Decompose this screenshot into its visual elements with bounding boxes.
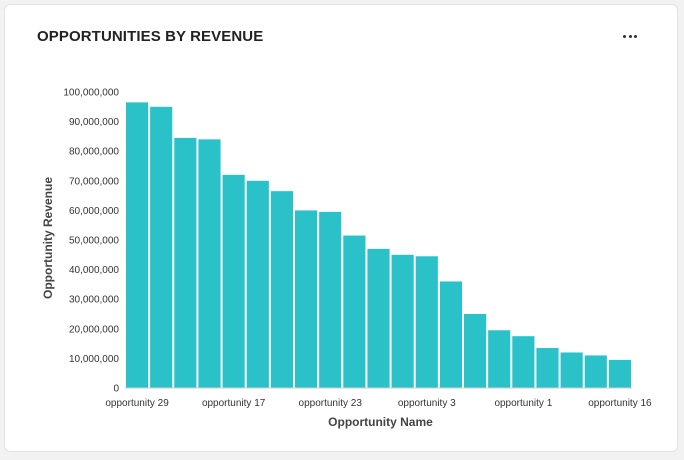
more-options-button[interactable] — [617, 25, 643, 47]
card-title: OPPORTUNITIES BY REVENUE — [37, 28, 264, 45]
y-tick-label: 80,000,000 — [69, 147, 119, 158]
x-tick-label: opportunity 16 — [588, 398, 652, 409]
bar[interactable] — [367, 248, 390, 388]
y-tick-label: 100,000,000 — [63, 88, 119, 99]
bar[interactable] — [488, 330, 511, 388]
bar[interactable] — [536, 348, 559, 388]
y-tick-label: 50,000,000 — [69, 236, 119, 247]
bar[interactable] — [174, 137, 197, 388]
bar[interactable] — [560, 352, 583, 388]
x-tick-label: opportunity 29 — [105, 398, 169, 409]
bar[interactable] — [512, 336, 535, 388]
y-axis: 0 10,000,000 20,000,000 30,000,000 40,000,00… — [63, 88, 119, 395]
bar[interactable] — [391, 254, 414, 388]
x-axis-title: Opportunity Name — [328, 415, 433, 429]
bar[interactable] — [319, 211, 342, 388]
bar[interactable] — [126, 102, 149, 389]
bar[interactable] — [464, 314, 487, 388]
bar[interactable] — [439, 281, 462, 388]
bar[interactable] — [198, 139, 221, 388]
x-axis: opportunity 29 opportunity 17 opportunity … — [105, 398, 652, 409]
bar[interactable] — [150, 106, 173, 389]
y-tick-label: 0 — [113, 384, 119, 395]
x-tick-label: opportunity 17 — [202, 398, 266, 409]
y-tick-label: 30,000,000 — [69, 295, 119, 306]
y-tick-label: 20,000,000 — [69, 324, 119, 335]
bar[interactable] — [222, 174, 245, 388]
y-tick-label: 90,000,000 — [69, 117, 119, 128]
bar[interactable] — [343, 235, 366, 388]
y-tick-label: 70,000,000 — [69, 176, 119, 187]
ellipsis-icon — [622, 34, 638, 38]
bar[interactable] — [608, 359, 631, 388]
bar[interactable] — [584, 355, 607, 388]
y-tick-label: 10,000,000 — [69, 354, 119, 365]
bars — [125, 102, 632, 389]
x-tick-label: opportunity 3 — [398, 398, 456, 409]
bar[interactable] — [246, 180, 269, 388]
x-tick-label: opportunity 23 — [299, 398, 363, 409]
bar[interactable] — [415, 256, 438, 388]
y-tick-label: 60,000,000 — [69, 206, 119, 217]
y-tick-label: 40,000,000 — [69, 265, 119, 276]
bar[interactable] — [295, 210, 318, 388]
bar[interactable] — [270, 191, 293, 388]
x-tick-label: opportunity 1 — [494, 398, 552, 409]
y-axis-title: Opportunity Revenue — [41, 177, 55, 299]
